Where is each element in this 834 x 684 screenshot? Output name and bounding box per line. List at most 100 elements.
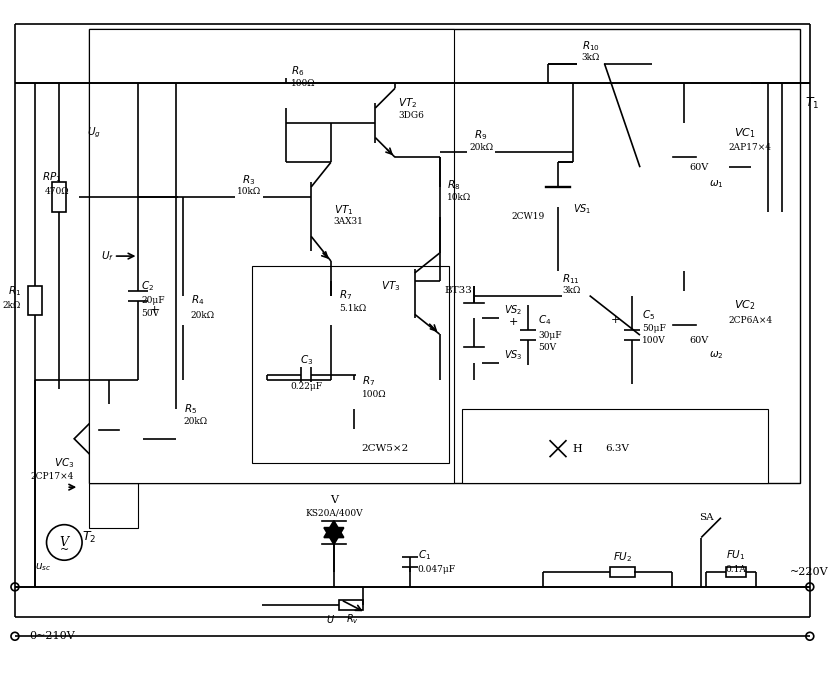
Text: 50μF: 50μF <box>642 324 666 332</box>
Bar <box>433 187 446 217</box>
Bar <box>53 182 66 211</box>
Text: SA: SA <box>699 513 713 523</box>
Text: 3DG6: 3DG6 <box>398 111 424 120</box>
Text: $VS_2$: $VS_2$ <box>504 304 522 317</box>
Bar <box>176 295 189 325</box>
Bar <box>726 567 746 577</box>
Text: $R_3$: $R_3$ <box>243 173 255 187</box>
Text: 2CW19: 2CW19 <box>512 212 545 221</box>
Text: $VC_1$: $VC_1$ <box>734 126 756 140</box>
Text: $C_5$: $C_5$ <box>642 308 656 322</box>
Polygon shape <box>550 187 566 207</box>
Bar <box>89 29 455 483</box>
Bar <box>347 380 360 409</box>
Bar <box>467 146 495 158</box>
Text: +: + <box>150 305 159 315</box>
Text: $VC_2$: $VC_2$ <box>734 298 756 313</box>
Text: $FU_1$: $FU_1$ <box>726 549 746 562</box>
Text: 10kΩ: 10kΩ <box>447 194 472 202</box>
Text: ~220V: ~220V <box>790 567 829 577</box>
Text: BT33: BT33 <box>445 286 472 295</box>
Text: 60V: 60V <box>690 163 709 172</box>
Text: $C_3$: $C_3$ <box>299 353 313 367</box>
Text: $T_2$: $T_2$ <box>82 530 96 545</box>
Text: 2CP17×4: 2CP17×4 <box>31 472 74 481</box>
Text: 50V: 50V <box>141 309 159 318</box>
Text: 20μF: 20μF <box>141 296 165 305</box>
Text: 0~210V: 0~210V <box>30 631 76 642</box>
Text: 470Ω: 470Ω <box>44 187 69 196</box>
Text: V: V <box>330 495 338 505</box>
Bar <box>577 57 605 70</box>
Text: $R_v$: $R_v$ <box>346 613 359 627</box>
Text: 3kΩ: 3kΩ <box>562 286 580 295</box>
Text: H: H <box>573 444 583 453</box>
Text: 20kΩ: 20kΩ <box>469 143 493 152</box>
Text: $C_1$: $C_1$ <box>418 549 431 562</box>
Text: 50V: 50V <box>538 343 556 352</box>
Text: 0.047μF: 0.047μF <box>418 564 456 574</box>
Polygon shape <box>324 527 344 544</box>
Text: 2CP6A×4: 2CP6A×4 <box>729 316 773 325</box>
Text: +: + <box>610 315 620 326</box>
Text: 3AX31: 3AX31 <box>334 217 364 226</box>
Bar <box>235 191 263 202</box>
Bar <box>89 483 138 527</box>
Text: $VT_1$: $VT_1$ <box>334 202 354 217</box>
Bar <box>339 600 364 609</box>
Text: $u_{sc}$: $u_{sc}$ <box>35 562 51 573</box>
Text: $VT_3$: $VT_3$ <box>380 279 400 293</box>
Bar <box>462 409 768 483</box>
Text: $VC_3$: $VC_3$ <box>53 456 74 471</box>
Text: $R_1$: $R_1$ <box>8 284 21 298</box>
Text: $R_5$: $R_5$ <box>183 402 197 416</box>
Polygon shape <box>101 430 117 446</box>
Bar <box>169 409 183 438</box>
Text: 100V: 100V <box>642 336 666 345</box>
Text: $R_{10}$: $R_{10}$ <box>581 39 600 53</box>
Text: $FU_2$: $FU_2$ <box>612 551 632 564</box>
Text: 5.1kΩ: 5.1kΩ <box>339 304 366 313</box>
Text: 20kΩ: 20kΩ <box>183 417 208 427</box>
Text: $R_{11}$: $R_{11}$ <box>562 272 580 286</box>
Text: $R_4$: $R_4$ <box>191 293 204 307</box>
Text: $R_7$: $R_7$ <box>339 289 352 302</box>
Text: KS20A/400V: KS20A/400V <box>305 508 363 517</box>
Text: 2CW5×2: 2CW5×2 <box>362 444 409 453</box>
Text: $VS_3$: $VS_3$ <box>504 348 522 362</box>
Text: 100Ω: 100Ω <box>291 79 316 88</box>
Text: 10kΩ: 10kΩ <box>237 187 261 196</box>
Text: $VT_2$: $VT_2$ <box>398 96 417 110</box>
Text: 60V: 60V <box>690 336 709 345</box>
Text: 0.22μF: 0.22μF <box>290 382 322 391</box>
Bar <box>252 266 450 464</box>
Text: $VS_1$: $VS_1$ <box>573 202 591 215</box>
Text: $U_f$: $U_f$ <box>101 249 113 263</box>
Text: +: + <box>509 317 519 327</box>
Polygon shape <box>676 157 693 175</box>
Text: $RP_1$: $RP_1$ <box>42 170 61 184</box>
Bar <box>279 79 294 108</box>
Text: $C_2$: $C_2$ <box>141 279 154 293</box>
Text: 2kΩ: 2kΩ <box>3 301 21 310</box>
Text: $C_4$: $C_4$ <box>538 313 552 327</box>
Text: ~: ~ <box>60 545 69 555</box>
Text: $R_8$: $R_8$ <box>447 178 460 192</box>
Text: $R_6$: $R_6$ <box>291 64 304 79</box>
Text: 20kΩ: 20kΩ <box>191 311 215 320</box>
Text: $R_9$: $R_9$ <box>475 128 488 142</box>
Text: 2AP17×4: 2AP17×4 <box>729 143 771 152</box>
Bar <box>324 295 338 325</box>
Polygon shape <box>676 325 693 343</box>
Text: $R_7$: $R_7$ <box>361 375 374 389</box>
Text: 30μF: 30μF <box>538 330 562 339</box>
Text: $\omega_2$: $\omega_2$ <box>709 349 724 360</box>
Bar <box>89 29 800 483</box>
Polygon shape <box>324 521 344 538</box>
Text: V: V <box>60 536 68 549</box>
Bar <box>28 286 42 315</box>
Bar <box>610 567 635 577</box>
Text: 0.1A: 0.1A <box>726 564 746 574</box>
Text: 6.3V: 6.3V <box>605 444 630 453</box>
Text: $T_1$: $T_1$ <box>805 96 819 111</box>
